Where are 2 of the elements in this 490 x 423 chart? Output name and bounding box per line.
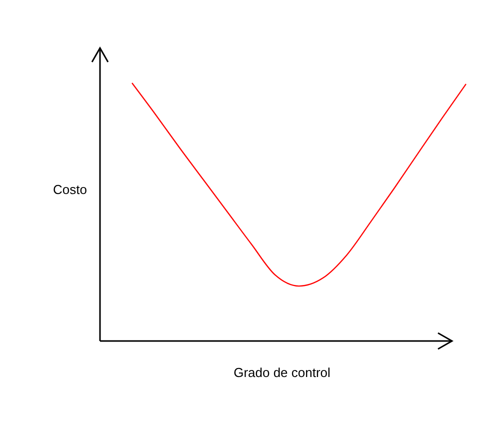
y-axis-title: Costo [53,182,87,197]
x-axis-title: Grado de control [234,365,331,380]
